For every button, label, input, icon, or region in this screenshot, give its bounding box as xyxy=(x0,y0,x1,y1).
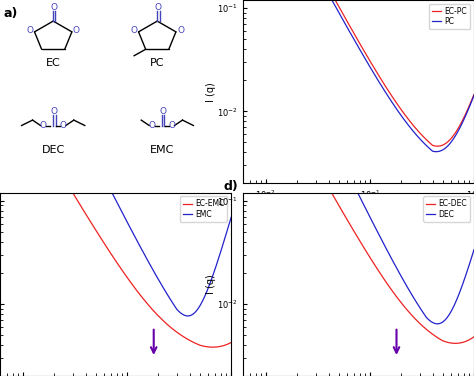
Text: O: O xyxy=(40,121,47,130)
Text: DEC: DEC xyxy=(42,146,65,155)
EMC xyxy=(89,150,94,155)
PC xyxy=(331,2,337,7)
Text: EMC: EMC xyxy=(150,146,174,155)
Text: O: O xyxy=(51,107,58,116)
EMC xyxy=(73,118,78,123)
DEC xyxy=(385,250,391,255)
EC-DEC xyxy=(315,167,321,171)
EC-PC xyxy=(331,0,337,1)
PC xyxy=(407,124,412,129)
EC-EMC xyxy=(89,221,94,226)
Text: O: O xyxy=(27,26,33,35)
EC-DEC xyxy=(453,341,458,346)
PC xyxy=(408,126,414,130)
Text: O: O xyxy=(130,26,137,35)
DEC xyxy=(471,247,474,252)
EC-PC xyxy=(408,120,414,125)
Text: EC: EC xyxy=(46,58,61,68)
Legend: EC-PC, PC: EC-PC, PC xyxy=(429,4,470,29)
Text: O: O xyxy=(160,107,166,116)
EC-DEC xyxy=(240,33,246,38)
Text: O: O xyxy=(59,121,66,130)
EC-PC xyxy=(435,144,440,149)
PC xyxy=(434,149,439,154)
DEC xyxy=(268,14,273,19)
EMC xyxy=(143,254,148,259)
DEC xyxy=(435,321,440,326)
EC-DEC xyxy=(471,335,474,339)
Text: a): a) xyxy=(3,8,18,20)
Y-axis label: I (q): I (q) xyxy=(206,274,216,294)
DEC xyxy=(407,289,412,293)
EMC xyxy=(185,314,191,318)
X-axis label: q (Å⁻¹): q (Å⁻¹) xyxy=(342,202,374,214)
EC-DEC xyxy=(385,283,391,288)
Legend: EC-DEC, DEC: EC-DEC, DEC xyxy=(423,196,470,222)
EC-PC xyxy=(407,119,412,123)
EC-EMC xyxy=(25,116,31,120)
EC-DEC xyxy=(408,312,414,317)
Line: DEC: DEC xyxy=(243,0,474,324)
Legend: EC-EMC, EMC: EC-EMC, EMC xyxy=(180,196,228,222)
Text: O: O xyxy=(51,3,58,12)
EC-EMC xyxy=(0,69,3,74)
EC-DEC xyxy=(268,83,273,87)
EC-EMC xyxy=(164,322,170,326)
EC-EMC xyxy=(143,299,148,304)
EC-EMC xyxy=(73,195,78,199)
PC xyxy=(471,93,474,98)
EC-EMC xyxy=(165,323,171,327)
Line: EC-EMC: EC-EMC xyxy=(0,71,231,347)
EC-DEC xyxy=(331,196,337,200)
EC-EMC xyxy=(228,340,234,345)
EMC xyxy=(164,291,170,296)
Text: O: O xyxy=(177,26,184,35)
Text: O: O xyxy=(73,26,80,35)
PC xyxy=(385,94,391,99)
EMC xyxy=(25,24,31,29)
Line: EC-PC: EC-PC xyxy=(243,0,474,146)
Line: EC-DEC: EC-DEC xyxy=(243,36,474,343)
DEC xyxy=(408,291,414,295)
Text: O: O xyxy=(149,121,155,130)
EMC xyxy=(165,293,171,298)
Y-axis label: I (q): I (q) xyxy=(206,82,216,102)
Line: PC: PC xyxy=(243,0,474,152)
EMC xyxy=(228,215,234,219)
DEC xyxy=(331,144,337,148)
Text: O: O xyxy=(155,3,162,12)
EC-EMC xyxy=(210,345,216,349)
EC-DEC xyxy=(407,311,412,315)
EC-PC xyxy=(471,92,474,97)
Text: O: O xyxy=(168,121,175,130)
DEC xyxy=(315,111,321,115)
Text: PC: PC xyxy=(150,58,164,68)
EC-PC xyxy=(385,88,391,93)
Line: EMC: EMC xyxy=(0,0,231,316)
Text: d): d) xyxy=(223,180,238,193)
